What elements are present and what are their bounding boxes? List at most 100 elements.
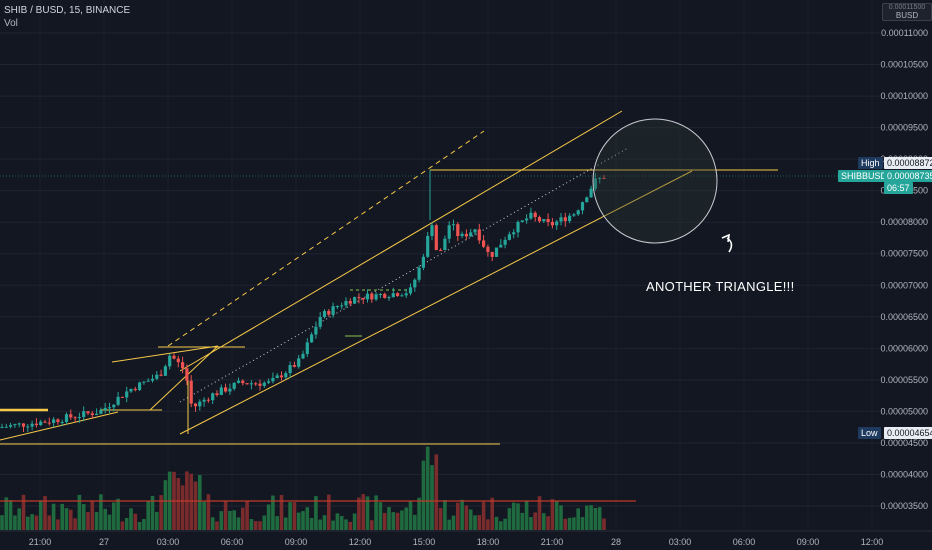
- candle-body: [451, 224, 456, 226]
- volume-bar: [43, 496, 47, 530]
- volume-bar: [73, 518, 77, 530]
- currency-top-value: 0.00011500: [888, 4, 926, 11]
- trendline: [111, 345, 219, 363]
- candle-body: [490, 251, 494, 257]
- volume-bar: [451, 515, 456, 530]
- volume-bar: [580, 517, 585, 530]
- candle-body: [421, 256, 425, 268]
- candle-body: [335, 306, 339, 308]
- candle-body: [232, 382, 236, 389]
- candle-body: [211, 393, 215, 401]
- volume-bar: [258, 521, 262, 530]
- high-tag-label: High: [858, 157, 883, 169]
- y-tick-label: 0.00004500: [880, 438, 928, 448]
- volume-bar: [589, 505, 593, 530]
- volume-bar: [370, 520, 374, 530]
- volume-bar: [51, 503, 56, 530]
- candle-body: [327, 311, 331, 315]
- candle-body: [86, 411, 90, 414]
- candle-body: [267, 381, 271, 383]
- volume-bar: [124, 517, 129, 530]
- candle-body: [340, 305, 344, 307]
- candle-body: [146, 380, 150, 382]
- candle-body: [241, 380, 245, 384]
- volume-bar: [176, 478, 181, 530]
- candle-body: [357, 297, 361, 299]
- candle-body: [529, 212, 533, 219]
- volume-bar: [13, 515, 17, 530]
- volume-bar: [425, 446, 430, 530]
- candle-body: [400, 295, 404, 297]
- volume-bar: [511, 502, 516, 530]
- candle-body: [520, 220, 524, 222]
- volume-bar: [107, 514, 112, 530]
- volume-bar: [318, 519, 322, 530]
- candle-body: [507, 234, 511, 240]
- volume-bar: [331, 520, 335, 530]
- candle-body: [391, 293, 395, 298]
- volume-bar: [288, 502, 292, 530]
- candle-body: [185, 368, 189, 381]
- volume-bar: [275, 516, 279, 530]
- volume-bar: [391, 512, 396, 530]
- volume-bar: [499, 521, 503, 530]
- candle-body: [181, 362, 185, 369]
- y-tick-label: 0.00006000: [880, 343, 928, 353]
- x-tick-label: 12:00: [861, 537, 884, 547]
- x-tick-label: 28: [611, 537, 621, 547]
- volume-bar: [537, 496, 542, 530]
- candle-body: [142, 381, 146, 383]
- volume-bar: [17, 508, 21, 530]
- volume-bar: [142, 518, 146, 530]
- volume-bar: [567, 517, 572, 530]
- volume-bar: [266, 504, 271, 530]
- candle-body: [262, 382, 266, 386]
- volume-bar: [563, 518, 568, 530]
- volume-bar: [99, 494, 103, 530]
- volume-bar: [387, 507, 391, 530]
- volume-bar: [34, 515, 39, 530]
- candle-body: [589, 188, 593, 198]
- x-tick-label: 06:00: [733, 537, 756, 547]
- candle-body: [168, 355, 172, 367]
- volume-bar: [103, 508, 107, 530]
- candle-body: [516, 221, 520, 233]
- candle-body: [322, 311, 327, 318]
- candle-body: [17, 423, 21, 425]
- grid-lines: [0, 32, 880, 507]
- candle-body: [198, 401, 202, 407]
- candle-body: [477, 229, 481, 241]
- candle-body: [172, 355, 176, 359]
- candle-body: [103, 407, 107, 411]
- volume-bar: [572, 517, 576, 530]
- volume-bar: [520, 512, 525, 530]
- candle-body: [64, 414, 69, 422]
- volume-bar: [202, 501, 206, 530]
- currency-badge[interactable]: 0.00011500 BUSD: [882, 3, 932, 21]
- volume-bar: [503, 518, 507, 530]
- volume-bar: [262, 515, 267, 530]
- volume-bar: [322, 515, 327, 530]
- volume-bar: [64, 508, 69, 530]
- volume-bar: [413, 514, 417, 530]
- volume-bar: [249, 519, 254, 530]
- candle-body: [39, 421, 43, 426]
- candle-body: [95, 413, 99, 416]
- candle-body: [460, 233, 464, 237]
- trendline: [179, 147, 629, 403]
- y-tick-label: 0.00005500: [880, 375, 928, 385]
- x-tick-label: 27: [99, 537, 109, 547]
- volume-bar: [77, 494, 82, 530]
- symbol-tag: SHIBBUSD: [838, 170, 891, 182]
- volume-bar: [94, 511, 99, 530]
- volume-bar: [542, 513, 546, 530]
- volume-bar: [155, 511, 159, 530]
- volume-bar: [550, 499, 555, 530]
- last-price-tag: 0.00008735: [884, 170, 932, 182]
- volume-bar: [8, 500, 13, 530]
- candle-body: [473, 229, 477, 233]
- y-tick-label: 0.00003500: [880, 501, 928, 511]
- triangle-highlight-circle: [592, 118, 718, 244]
- candle-body: [47, 422, 51, 424]
